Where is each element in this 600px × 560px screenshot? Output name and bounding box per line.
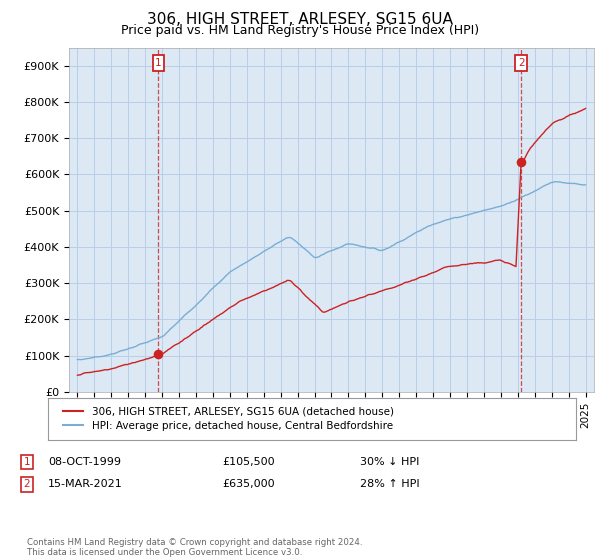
- Legend: 306, HIGH STREET, ARLESEY, SG15 6UA (detached house), HPI: Average price, detach: 306, HIGH STREET, ARLESEY, SG15 6UA (det…: [58, 402, 398, 435]
- Text: £105,500: £105,500: [222, 457, 275, 467]
- Text: 1: 1: [155, 58, 162, 68]
- Point: [154, 349, 163, 358]
- Text: 08-OCT-1999: 08-OCT-1999: [48, 457, 121, 467]
- Text: 30% ↓ HPI: 30% ↓ HPI: [360, 457, 419, 467]
- Text: 2: 2: [518, 58, 524, 68]
- Text: Contains HM Land Registry data © Crown copyright and database right 2024.
This d: Contains HM Land Registry data © Crown c…: [27, 538, 362, 557]
- Text: 306, HIGH STREET, ARLESEY, SG15 6UA: 306, HIGH STREET, ARLESEY, SG15 6UA: [147, 12, 453, 27]
- Text: £635,000: £635,000: [222, 479, 275, 489]
- Text: Price paid vs. HM Land Registry's House Price Index (HPI): Price paid vs. HM Land Registry's House …: [121, 24, 479, 36]
- Text: 15-MAR-2021: 15-MAR-2021: [48, 479, 123, 489]
- Point: [517, 157, 526, 166]
- Text: 2: 2: [23, 479, 31, 489]
- Text: 28% ↑ HPI: 28% ↑ HPI: [360, 479, 419, 489]
- Text: 1: 1: [23, 457, 31, 467]
